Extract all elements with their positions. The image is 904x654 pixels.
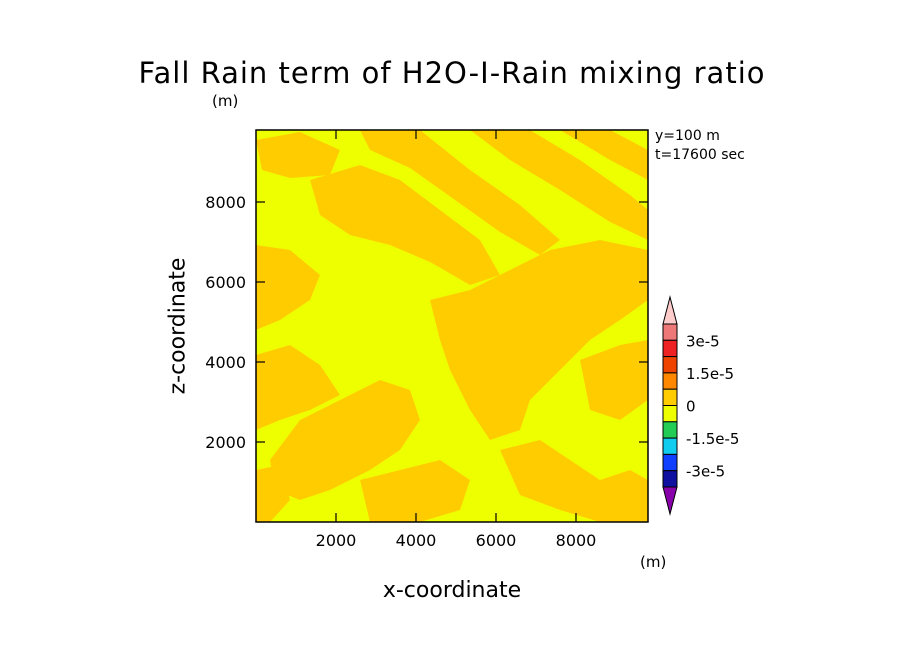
y-tick-label: 8000 (205, 193, 246, 212)
contour-band (310, 165, 500, 285)
colorbar-bin (662, 437, 678, 455)
colorbar-bin (662, 453, 678, 472)
chart-title: Fall Rain term of H2O-I-Rain mixing rati… (138, 56, 766, 90)
colorbar-bin (662, 470, 678, 488)
colorbar-bin (662, 323, 678, 341)
colorbar-bin (662, 356, 678, 374)
colorbar-label: -3e-5 (686, 463, 725, 481)
colorbar-label: 1.5e-5 (686, 365, 734, 383)
colorbar-bin (662, 372, 678, 390)
colorbar-min-arrow (662, 486, 678, 516)
colorbar: 3e-5 1.5e-5 0 -1.5e-5 -3e-5 (662, 295, 739, 516)
colorbar-label: -1.5e-5 (686, 430, 739, 448)
x-tick-label: 8000 (556, 531, 597, 550)
contour-band (560, 130, 648, 180)
slice-y-label: y=100 m (655, 128, 720, 144)
colorbar-label: 0 (686, 398, 696, 416)
plot-frame (255, 129, 649, 523)
x-tick-label: 2000 (316, 531, 357, 550)
x-tick-label: 4000 (396, 531, 437, 550)
y-axis: 2000 4000 6000 8000 (205, 193, 648, 452)
contour-band (256, 465, 290, 522)
colorbar-max-arrow (662, 295, 678, 325)
colorbar-unit-label: (m) (640, 553, 667, 571)
contour-band (360, 130, 560, 255)
x-tick-label: 6000 (476, 531, 517, 550)
colorbar-bin (662, 421, 678, 439)
x-axis-title: x-coordinate (382, 578, 522, 603)
contour-band (470, 130, 648, 240)
contour-band (256, 132, 340, 178)
colorbar-bin (662, 339, 678, 358)
contour-band (256, 245, 320, 330)
contour-band (580, 340, 648, 420)
contour-band (256, 345, 340, 430)
contour-band (270, 380, 420, 500)
title-unit-label: (m) (212, 92, 239, 110)
colorbar-bin (662, 405, 678, 423)
x-axis: 2000 4000 6000 8000 (316, 130, 597, 550)
y-tick-label: 6000 (205, 273, 246, 292)
contour-field (256, 130, 648, 522)
contour-band (500, 440, 648, 522)
time-label: t=17600 sec (655, 147, 745, 163)
contour-band (430, 240, 648, 440)
colorbar-bin (662, 388, 678, 407)
colorbar-label: 3e-5 (686, 332, 720, 350)
y-tick-label: 2000 (205, 433, 246, 452)
contour-band (360, 460, 470, 522)
y-tick-label: 4000 (205, 353, 246, 372)
